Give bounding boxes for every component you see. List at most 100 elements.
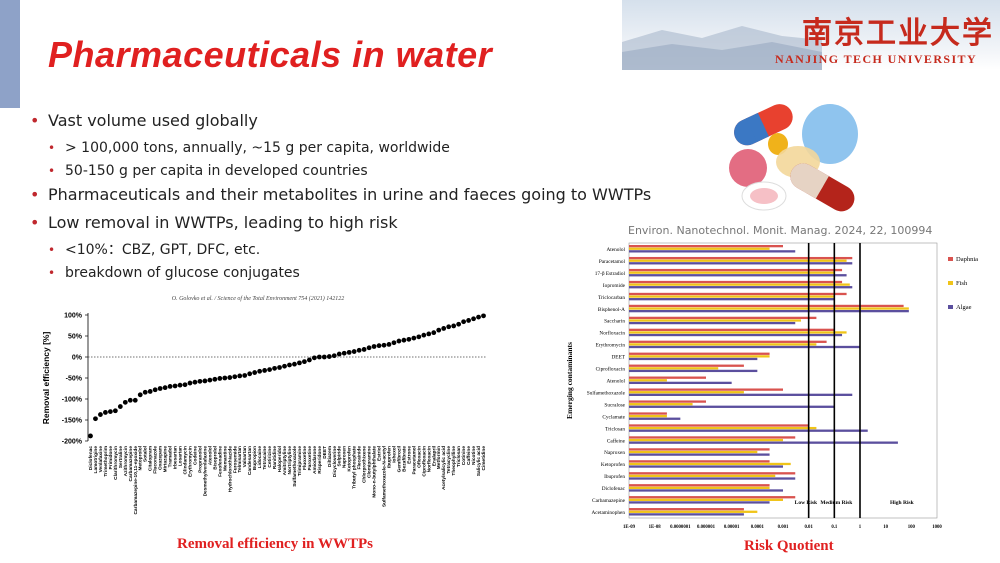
chart1-data-point [192, 379, 198, 385]
chart1-data-point [351, 349, 357, 354]
university-logo-english: NANJING TECH UNIVERSITY [775, 52, 978, 66]
chart1-data-point [262, 368, 268, 373]
chart2-legend-label: Daphnia [956, 256, 978, 263]
chart2-bar-daphnia [629, 508, 744, 511]
chart1-data-point [282, 363, 287, 369]
chart1-category-label: Memantine [222, 446, 228, 471]
chart1-category-label: Bupropion [252, 446, 258, 470]
chart2-category-label: Ketoprofen [601, 461, 625, 468]
chart2-bar-daphnia [629, 484, 770, 487]
chart1-category-label: Sertraline [118, 446, 124, 468]
chart1-data-point [177, 382, 183, 388]
chart1-data-point [481, 313, 486, 319]
chart1-category-label: Fexofenadine [217, 446, 223, 477]
chart2-x-tick-label: 0.1 [831, 525, 838, 530]
chart2-bar-fish [629, 391, 744, 394]
chart2-x-tick-label: 0.00001 [724, 525, 740, 530]
chart2-bar-daphnia [629, 496, 796, 499]
chart2-category-label: Triclocarban [598, 295, 625, 301]
bullet-list: • Vast volume used globally • > 100,000 ton… [30, 110, 670, 286]
chart1-data-point [267, 367, 272, 372]
chart1-category-label: Tetracaine [262, 446, 268, 470]
chart1-data-point [272, 365, 277, 371]
chart1-category-label: Codeine [192, 446, 198, 465]
chart1-data-point [466, 318, 471, 323]
chart1-data-point [321, 354, 327, 360]
chart2-bar-fish [629, 403, 693, 406]
chart1-category-label: Clomipramine [367, 446, 373, 478]
chart1-data-point [98, 412, 103, 417]
chart1-data-point [456, 321, 462, 327]
chart1-category-label: Cetirizine [267, 446, 273, 468]
chart2-category-label: Carbamazepine [592, 498, 626, 504]
chart2-bar-daphnia [629, 376, 706, 379]
chart1-data-point [242, 373, 248, 378]
chart1-category-label: Acetylsalicylic acid [441, 446, 447, 490]
chart1-data-point [311, 355, 317, 361]
chart2-bar-algae [629, 417, 681, 420]
chart2-x-tick-label: 100 [908, 525, 916, 530]
sub-bullet-item: • breakdown of glucose conjugates [30, 263, 670, 283]
chart1-category-label: Enalapril [431, 446, 437, 466]
bullet-dot: • [30, 185, 40, 204]
chart2-bar-algae [629, 393, 853, 396]
chart1-category-label: Telmisartan [237, 446, 243, 473]
chart1-category-label: Irbesartan [173, 446, 179, 469]
chart2-bar-fish [629, 462, 791, 466]
chart2-bar-daphnia [629, 352, 770, 355]
chart1-data-point [212, 376, 218, 382]
bullet-dot: • [48, 164, 56, 178]
chart1-category-label: Tramadol [168, 446, 174, 467]
chart1-category-label: Gemfibrozil [396, 446, 402, 472]
chart2-category-label: Ciprofloxacin [596, 366, 626, 373]
chart2-category-label: Ibuprofen [604, 473, 625, 480]
chart1-category-label: Paroxetine [307, 446, 313, 471]
chart2-category-label: DEET [611, 355, 625, 361]
chart1-category-label: Ciprofloxacin [421, 446, 427, 477]
sub-bullet-text: <10%：CBZ, GPT, DFC, etc. [65, 242, 261, 258]
chart1-category-label: DEET [322, 446, 328, 459]
chart1-data-point [107, 409, 113, 414]
title-accent-bar [0, 0, 20, 108]
chart1-data-point [341, 350, 347, 356]
chart1-category-label: Sulpiride [337, 446, 343, 467]
chart1-data-point [441, 326, 447, 331]
bullet-dot: • [30, 111, 40, 130]
chart1-category-label: Propranolol [197, 446, 203, 473]
chart1-data-point [187, 380, 193, 386]
chart1-data-point [252, 370, 258, 375]
chart1-y-axis-label: Removal efficiency [%] [41, 332, 51, 425]
risk-quotient-chart: Atenolol Paracetamol 17-β Estradiol Iopromi… [565, 242, 978, 530]
caption-risk-quotient: Risk Quotient [744, 538, 834, 554]
chart2-x-tick-label: 1E-09 [623, 525, 636, 530]
chart2-bar-algae [629, 345, 860, 349]
chart1-data-point [132, 397, 138, 403]
chart2-category-label: Acetaminophen [591, 510, 625, 516]
chart2-threshold-label: High Risk [890, 500, 915, 506]
chart2-x-tick-label: 1E-08 [649, 525, 662, 530]
chart1-category-label: Caffeine [466, 446, 472, 465]
chart1-y-tick-label: -200% [62, 439, 83, 446]
chart1-y-tick-label: -100% [62, 397, 83, 404]
chart1-data-point [197, 378, 203, 384]
chart1-data-point [326, 354, 332, 359]
chart1-category-label: Risperidone [317, 446, 323, 474]
chart1-data-point [396, 338, 402, 344]
chart1-data-point [336, 351, 342, 357]
chart1-data-point [446, 324, 452, 330]
chart1-source-note: O. Golovko et al. / Science of the Total… [172, 295, 345, 302]
chart1-category-label: Trimethoprim [103, 446, 109, 477]
chart1-category-label: Cimetidine [481, 446, 487, 471]
chart2-y-axis-label: Emerging contaminants [565, 342, 574, 419]
chart2-bar-daphnia [629, 245, 783, 248]
chart2-bar-algae [629, 274, 847, 277]
chart2-legend-swatch [948, 281, 953, 285]
chart1-category-label: Clarithromycin [113, 446, 119, 480]
chart2-category-label: Caffeine [607, 437, 626, 444]
chart2-x-tick-label: 0.0001 [751, 525, 765, 530]
chart1-category-label: Sulfamethoxazole-N-acetyl [382, 446, 388, 507]
chart1-data-point [247, 371, 253, 377]
chart1-category-label: Paracetamol [411, 446, 417, 475]
bullet-text: Vast volume used globally [48, 111, 258, 130]
chart2-x-tick-label: 0.000001 [697, 525, 716, 530]
